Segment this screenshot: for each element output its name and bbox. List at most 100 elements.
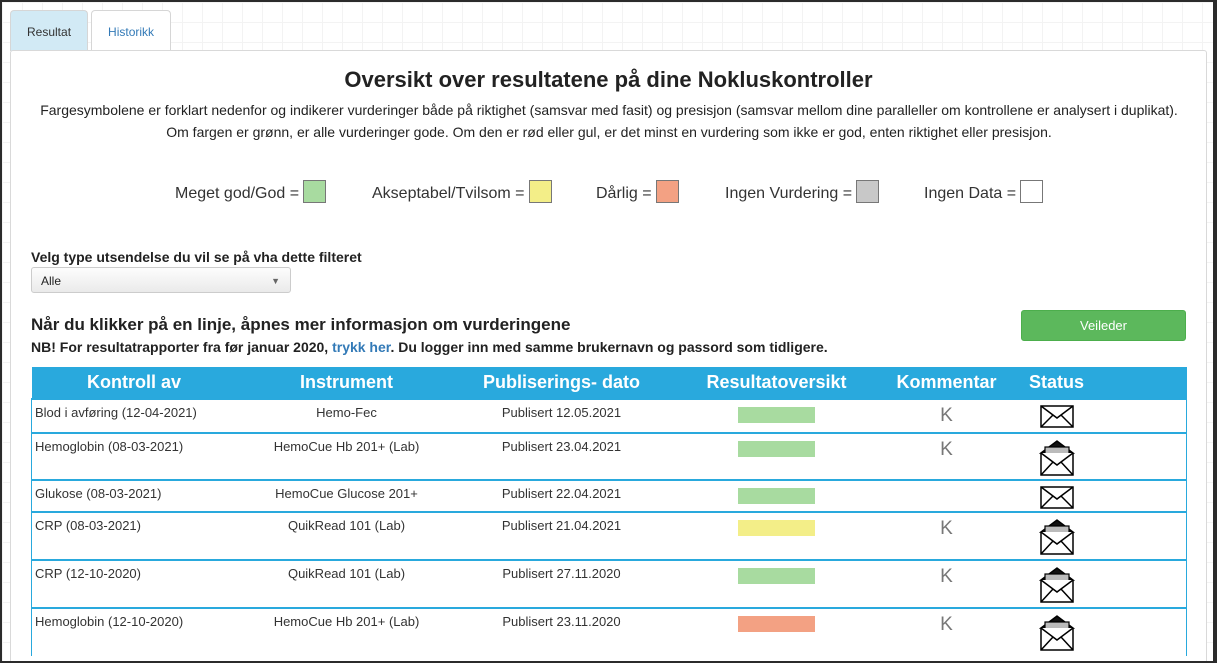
closed-envelope-icon[interactable]: [1007, 486, 1107, 509]
comment-icon[interactable]: K: [940, 614, 953, 635]
cell-instrument: HemoCue Hb 201+ (Lab): [236, 432, 457, 480]
legend-acceptable: Akseptabel/Tvilsom =: [372, 179, 552, 203]
cell-instrument: HemoCue Glucose 201+: [236, 479, 457, 512]
cell-dato: Publisert 21.04.2021: [456, 511, 667, 560]
result-color-bar: [738, 520, 815, 536]
cell-dato: Publisert 12.05.2021: [456, 398, 667, 433]
cell-status: [1006, 511, 1107, 560]
cell-instrument: Hemo-Fec: [236, 398, 457, 433]
results-table: Kontroll av Instrument Publiserings- dat…: [31, 367, 1187, 656]
cell-dato: Publisert 23.04.2021: [456, 432, 667, 480]
cell-kommentar: K: [886, 432, 1007, 480]
cell-dato: Publisert 23.11.2020: [456, 607, 667, 656]
legend-acceptable-swatch: [528, 179, 552, 203]
result-color-bar: [738, 568, 815, 584]
cell-resultatoversikt: [666, 559, 887, 608]
result-color-bar: [738, 616, 815, 632]
open-envelope-icon[interactable]: [1007, 614, 1107, 652]
header-status: Status: [1006, 367, 1107, 399]
cell-spacer: [1106, 479, 1187, 512]
cell-spacer: [1106, 432, 1187, 480]
legend-no-data: Ingen Data =: [924, 179, 1044, 203]
filter-label: Velg type utsendelse du vil se på vha de…: [31, 249, 362, 265]
cell-status: [1006, 479, 1107, 512]
legend-no-assessment-swatch: [856, 179, 880, 203]
tab-bar: Resultat Historikk: [10, 10, 174, 52]
legacy-note-suffix: . Du logger inn med samme brukernavn og …: [390, 339, 828, 355]
result-color-bar: [738, 441, 815, 457]
cell-status: [1006, 559, 1107, 608]
cell-kommentar: K: [886, 607, 1007, 656]
legend-poor: Dårlig =: [596, 179, 679, 203]
header-resultatoversikt: Resultatoversikt: [666, 367, 887, 399]
open-envelope-icon[interactable]: [1007, 518, 1107, 556]
info-heading: Når du klikker på en linje, åpnes mer in…: [31, 315, 571, 334]
legend-poor-swatch: [655, 179, 679, 203]
cell-kommentar: [886, 479, 1007, 512]
cell-dato: Publisert 27.11.2020: [456, 559, 667, 608]
cell-kommentar: K: [886, 559, 1007, 608]
cell-kontroll: CRP (08-03-2021): [31, 511, 237, 560]
comment-icon[interactable]: K: [940, 566, 953, 587]
header-dato: Publiserings- dato: [456, 367, 667, 399]
cell-spacer: [1106, 607, 1187, 656]
legend-no-assessment: Ingen Vurdering =: [725, 179, 880, 203]
cell-resultatoversikt: [666, 479, 887, 512]
comment-icon[interactable]: K: [940, 439, 953, 460]
cell-kontroll: CRP (12-10-2020): [31, 559, 237, 608]
cell-resultatoversikt: [666, 607, 887, 656]
chevron-down-icon: ▼: [271, 276, 280, 286]
table-row[interactable]: Hemoglobin (08-03-2021) HemoCue Hb 201+ (…: [31, 432, 1187, 480]
table-row[interactable]: Hemoglobin (12-10-2020) HemoCue Hb 201+ (…: [31, 607, 1187, 656]
comment-icon[interactable]: K: [940, 405, 953, 426]
legacy-reports-link[interactable]: trykk her: [332, 339, 391, 355]
tab-resultat[interactable]: Resultat: [10, 10, 89, 51]
legacy-note-prefix: NB! For resultatrapporter fra før januar…: [31, 339, 333, 355]
table-row[interactable]: CRP (08-03-2021) QuikRead 101 (Lab) Publis…: [31, 511, 1187, 560]
guide-button[interactable]: Veileder: [1021, 310, 1186, 341]
cell-kontroll: Hemoglobin (08-03-2021): [31, 432, 237, 480]
intro-text: Fargesymbolene er forklart nedenfor og i…: [40, 102, 1178, 140]
filter-select[interactable]: Alle ▼: [31, 267, 291, 293]
cell-status: [1006, 607, 1107, 656]
table-body: Blod i avføring (12-04-2021) Hemo-Fec Publ…: [31, 398, 1187, 656]
legacy-note: NB! For resultatrapporter fra før januar…: [31, 339, 828, 355]
legend-poor-label: Dårlig =: [596, 185, 652, 202]
cell-kommentar: K: [886, 511, 1007, 560]
cell-resultatoversikt: [666, 398, 887, 433]
cell-status: [1006, 432, 1107, 480]
closed-envelope-icon[interactable]: [1007, 405, 1107, 428]
header-kommentar: Kommentar: [886, 367, 1007, 399]
cell-resultatoversikt: [666, 432, 887, 480]
tab-historikk[interactable]: Historikk: [91, 10, 172, 51]
cell-kommentar: K: [886, 398, 1007, 433]
open-envelope-icon[interactable]: [1007, 566, 1107, 604]
legend-good: Meget god/God =: [175, 179, 327, 203]
cell-spacer: [1106, 559, 1187, 608]
cell-kontroll: Blod i avføring (12-04-2021): [31, 398, 237, 433]
cell-dato: Publisert 22.04.2021: [456, 479, 667, 512]
color-legend: Meget god/God = Akseptabel/Tvilsom = Dår…: [11, 179, 1206, 209]
cell-instrument: HemoCue Hb 201+ (Lab): [236, 607, 457, 656]
table-row[interactable]: Glukose (08-03-2021) HemoCue Glucose 201+…: [31, 479, 1187, 512]
cell-status: [1006, 398, 1107, 433]
results-panel: Oversikt over resultatene på dine Noklus…: [10, 50, 1207, 661]
legend-no-data-label: Ingen Data =: [924, 185, 1017, 202]
legend-acceptable-label: Akseptabel/Tvilsom =: [372, 185, 525, 202]
table-header-row: Kontroll av Instrument Publiserings- dat…: [31, 367, 1187, 399]
header-instrument: Instrument: [236, 367, 457, 399]
cell-spacer: [1106, 398, 1187, 433]
open-envelope-icon[interactable]: [1007, 439, 1107, 477]
header-kontroll: Kontroll av: [31, 367, 237, 399]
table-row[interactable]: Blod i avføring (12-04-2021) Hemo-Fec Publ…: [31, 398, 1187, 433]
table-row[interactable]: CRP (12-10-2020) QuikRead 101 (Lab) Publis…: [31, 559, 1187, 608]
legend-no-data-swatch: [1020, 179, 1044, 203]
filter-selected-value: Alle: [41, 274, 62, 288]
cell-spacer: [1106, 511, 1187, 560]
cell-resultatoversikt: [666, 511, 887, 560]
comment-icon[interactable]: K: [940, 518, 953, 539]
legend-no-assessment-label: Ingen Vurdering =: [725, 185, 853, 202]
cell-kontroll: Hemoglobin (12-10-2020): [31, 607, 237, 656]
cell-instrument: QuikRead 101 (Lab): [236, 559, 457, 608]
